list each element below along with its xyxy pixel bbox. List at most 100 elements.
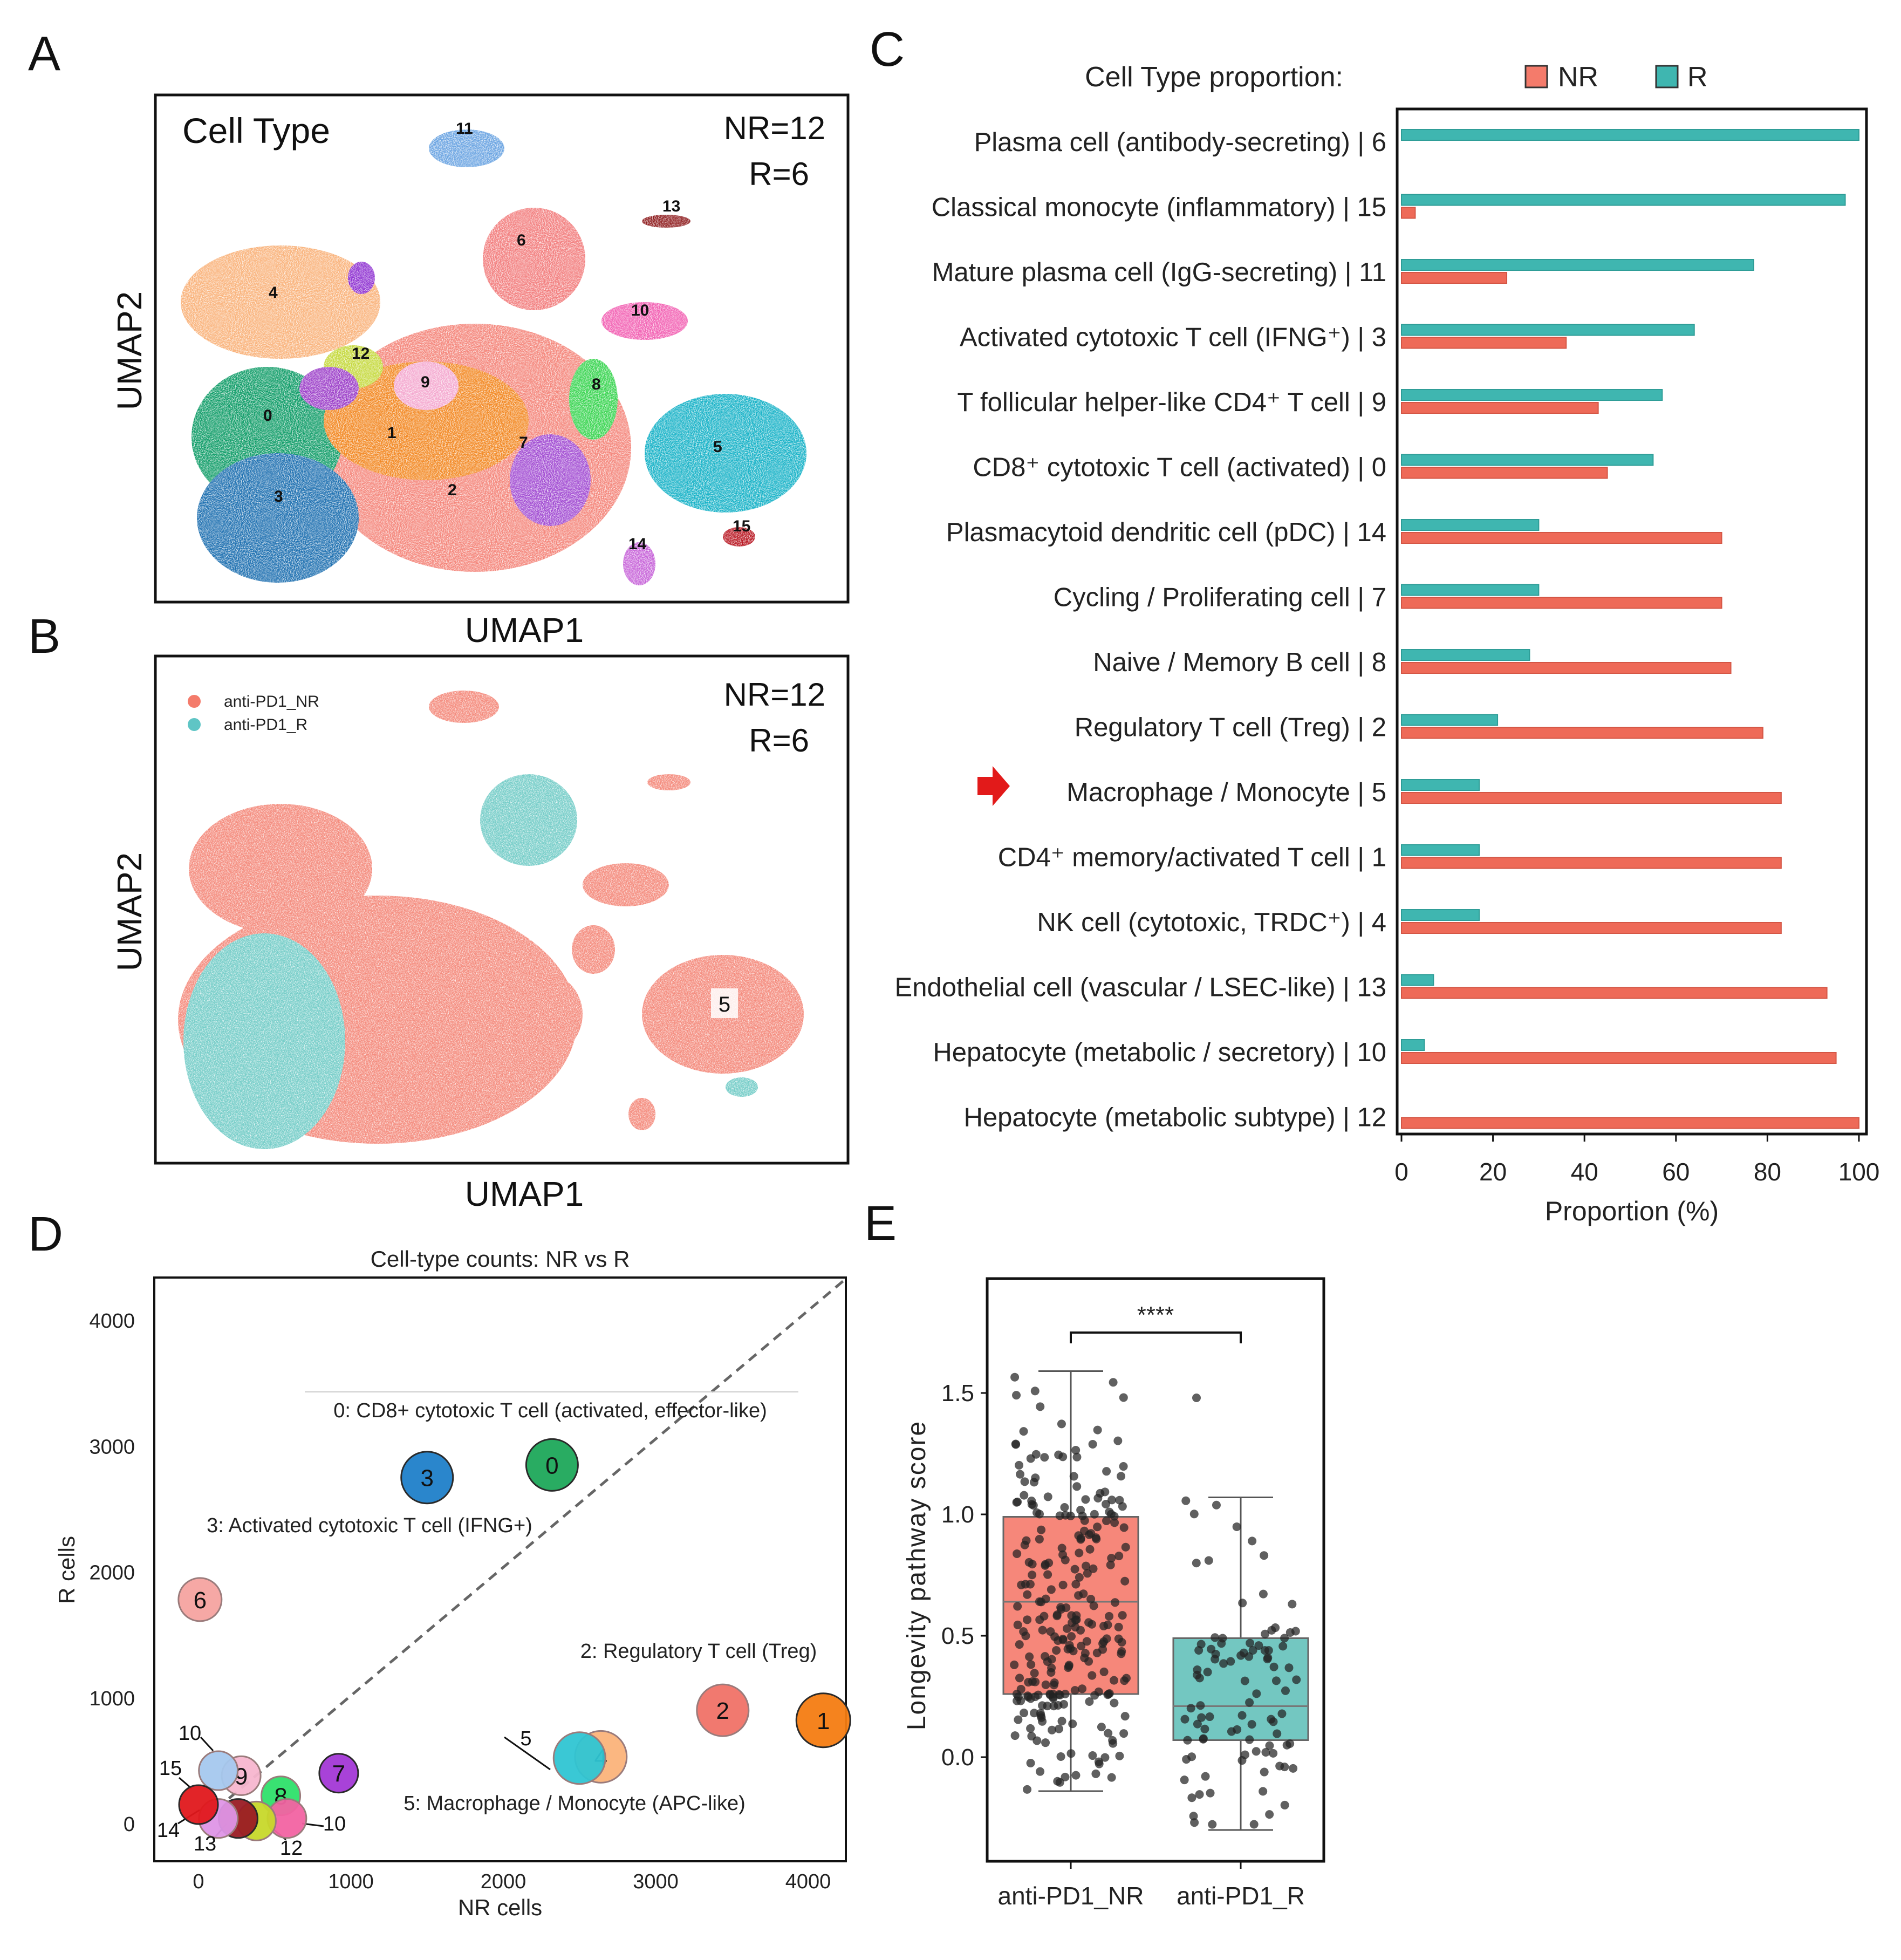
sample-point	[1041, 1680, 1050, 1689]
bar-nr	[1401, 207, 1416, 219]
annotation-3: 3: Activated cytotoxic T cell (IFNG+)	[207, 1514, 532, 1537]
sample-point	[1061, 1511, 1070, 1520]
bar-r	[1401, 194, 1846, 206]
bar-nr	[1401, 727, 1763, 739]
panel-c-xlabel: Proportion (%)	[1545, 1196, 1719, 1226]
panel-d-points: 012346789	[177, 1438, 851, 1841]
sample-point	[1273, 1729, 1282, 1738]
sample-point	[1061, 1772, 1070, 1781]
point-6	[177, 1577, 223, 1622]
x-tick-label: 40	[1571, 1158, 1598, 1186]
panel-b-count-nr: NR=12	[724, 677, 825, 713]
cluster-label: 1	[387, 424, 396, 442]
sample-point	[1030, 1669, 1039, 1678]
sample-point	[1048, 1725, 1057, 1734]
sample-point	[1113, 1436, 1123, 1445]
sample-point	[1068, 1719, 1077, 1729]
cluster-label: 3	[274, 488, 283, 506]
sample-point	[1080, 1526, 1089, 1535]
sample-point	[1055, 1724, 1064, 1733]
sample-point	[1027, 1500, 1036, 1509]
cluster-label: 15	[733, 517, 750, 535]
sample-point	[1285, 1739, 1295, 1748]
panel-letter-a: A	[28, 27, 60, 81]
bar-r	[1401, 714, 1499, 726]
sample-point	[1254, 1641, 1263, 1650]
sample-point	[1032, 1508, 1042, 1517]
sample-point	[1259, 1589, 1268, 1599]
sample-point	[1072, 1482, 1082, 1491]
bar-r	[1401, 909, 1480, 921]
sample-point	[1107, 1495, 1117, 1505]
panel-d-outside-labels: 5 10 15 14 13 12 10	[157, 1722, 532, 1860]
annotation-2: 2: Regulatory T cell (Treg)	[580, 1640, 817, 1663]
sample-point	[1119, 1393, 1128, 1402]
sample-point	[1037, 1713, 1046, 1722]
sample-point	[1261, 1747, 1270, 1757]
panel-a-count-r: R=6	[749, 156, 809, 192]
cluster-label: 14	[628, 535, 647, 553]
sample-point	[1071, 1771, 1081, 1780]
x-tick-label: 0	[193, 1870, 204, 1893]
panel-c-category-labels: Plasma cell (antibody-secreting) | 6 Clas…	[895, 128, 1386, 1132]
sample-point	[1063, 1624, 1072, 1633]
y-tick-label: 0	[124, 1813, 135, 1836]
sample-point	[1117, 1472, 1126, 1481]
sample-point	[1049, 1681, 1058, 1690]
sample-point	[1205, 1712, 1214, 1722]
sample-point	[1020, 1709, 1029, 1718]
sample-point	[1037, 1525, 1046, 1534]
sample-point	[1109, 1739, 1118, 1748]
sample-point	[1189, 1812, 1198, 1821]
sample-point	[1196, 1701, 1205, 1710]
sample-point	[1091, 1769, 1100, 1778]
bar-nr	[1401, 922, 1782, 934]
sample-point	[1252, 1747, 1261, 1756]
sample-point	[1109, 1378, 1118, 1387]
bar-r	[1401, 844, 1480, 856]
sample-point	[1271, 1676, 1281, 1685]
category-label: NK cell (cytotoxic, TRDC⁺) | 4	[1037, 908, 1386, 937]
sample-point	[1211, 1649, 1220, 1658]
sample-point	[1194, 1646, 1203, 1655]
sample-point	[1019, 1427, 1028, 1436]
sample-point	[1217, 1639, 1226, 1648]
sample-point	[1093, 1494, 1103, 1503]
sample-point	[1269, 1749, 1278, 1758]
sample-point	[1080, 1654, 1089, 1663]
sample-point	[1219, 1659, 1228, 1668]
panel-letter-c: C	[870, 23, 905, 77]
bar-nr	[1401, 337, 1567, 349]
bar-nr	[1401, 532, 1722, 544]
sample-point	[1117, 1649, 1126, 1658]
sample-point	[1015, 1674, 1024, 1683]
sample-point	[1045, 1690, 1055, 1699]
sample-point	[1195, 1790, 1204, 1799]
point-7	[318, 1753, 359, 1794]
sample-point	[1036, 1767, 1045, 1776]
panel-e: anti-PD1_NR anti-PD1_R 0.00.51.01.5 **** …	[902, 1277, 1325, 1910]
sample-point	[1078, 1511, 1087, 1520]
point-2	[696, 1683, 750, 1737]
legend-label-r: R	[1687, 62, 1708, 93]
bar-nr	[1401, 857, 1782, 869]
bar-nr	[1401, 597, 1722, 609]
sample-point	[1067, 1632, 1076, 1641]
sample-point	[1024, 1692, 1033, 1702]
annotation-0: 0: CD8+ cytotoxic T cell (activated, eff…	[333, 1399, 767, 1422]
sample-point	[1203, 1668, 1212, 1677]
legend-marker-r	[188, 718, 201, 731]
category-label: Plasmacytoid dendritic cell (pDC) | 14	[946, 518, 1386, 547]
panel-d-ylabel: R cells	[54, 1536, 79, 1604]
x-tick-label: 100	[1838, 1158, 1880, 1186]
panel-a-xlabel: UMAP1	[465, 611, 584, 650]
sample-point	[1093, 1425, 1102, 1435]
sample-point	[1280, 1800, 1289, 1809]
category-label: Hepatocyte (metabolic subtype) | 12	[963, 1103, 1386, 1132]
sample-point	[1069, 1472, 1078, 1481]
sample-point	[1206, 1788, 1215, 1798]
sample-point	[1012, 1690, 1021, 1699]
sample-point	[1110, 1512, 1119, 1521]
bar-nr	[1401, 467, 1608, 479]
panel-a-umap-clusters	[181, 129, 806, 585]
